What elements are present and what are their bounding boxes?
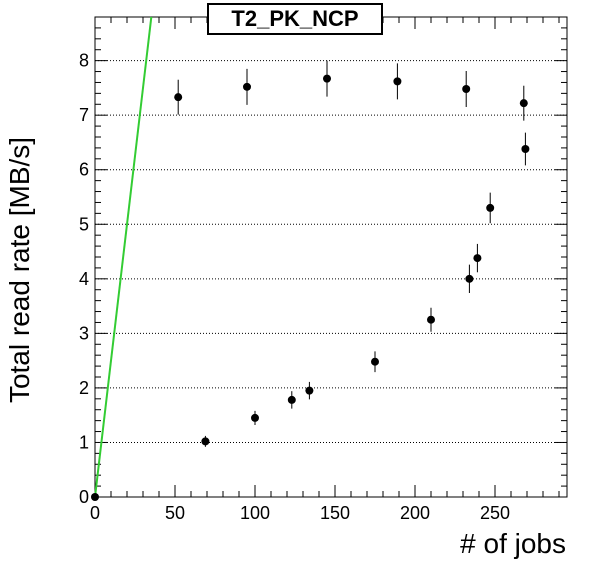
y-axis-label: Total read rate [MB/s] xyxy=(4,136,35,404)
reference-line xyxy=(94,16,153,498)
data-point xyxy=(462,85,471,93)
y-tick-label: 4 xyxy=(79,269,89,289)
data-point xyxy=(521,145,530,153)
data-point xyxy=(243,82,251,91)
y-tick-label: 3 xyxy=(79,323,89,343)
data-point xyxy=(393,77,402,86)
x-axis-label: # of jobs xyxy=(460,528,566,559)
y-tick-label: 7 xyxy=(79,105,89,125)
y-tick-label: 2 xyxy=(79,378,89,398)
x-tick-label: 50 xyxy=(165,503,185,523)
data-point xyxy=(287,395,296,404)
y-tick-label: 8 xyxy=(79,51,89,71)
data-point xyxy=(427,315,435,324)
y-tick-label: 1 xyxy=(79,432,89,452)
data-point xyxy=(174,93,183,102)
data-point xyxy=(486,203,495,212)
y-tick-label: 0 xyxy=(79,487,89,507)
data-point xyxy=(519,99,528,108)
data-point xyxy=(251,413,259,422)
x-tick-label: 200 xyxy=(400,503,430,523)
y-tick-label: 6 xyxy=(79,160,89,180)
x-tick-label: 0 xyxy=(90,503,100,523)
data-point xyxy=(465,274,474,283)
data-point xyxy=(473,254,482,263)
data-point xyxy=(323,74,331,83)
data-point xyxy=(201,437,210,446)
x-tick-label: 100 xyxy=(240,503,270,523)
data-point xyxy=(371,357,379,366)
data-point xyxy=(91,493,99,501)
plot-frame xyxy=(94,16,568,498)
y-tick-label: 5 xyxy=(79,214,89,234)
chart-title: T2_PK_NCP xyxy=(207,3,383,35)
x-tick-label: 250 xyxy=(480,503,510,523)
x-tick-label: 150 xyxy=(320,503,350,523)
data-point xyxy=(305,386,314,395)
